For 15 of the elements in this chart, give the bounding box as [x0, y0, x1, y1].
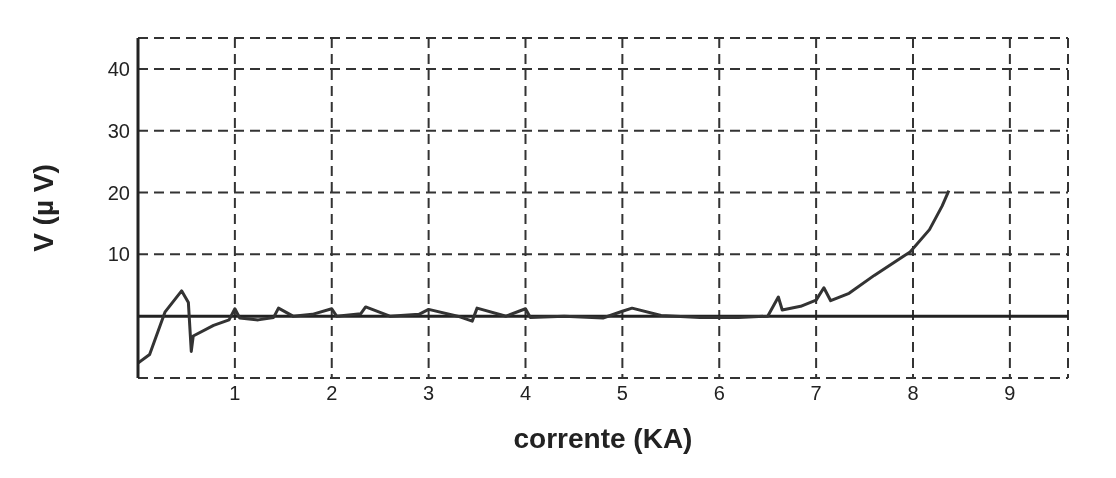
x-tick-label: 1 [229, 382, 241, 405]
x-axis-title: corrente (KA) [513, 423, 693, 454]
y-tick-label: 20 [107, 181, 130, 204]
y-axis-title: V (µ V) [27, 164, 59, 252]
x-tick-label: 5 [616, 382, 628, 405]
x-tick-label: 4 [519, 382, 532, 405]
y-tick-label: 10 [107, 243, 130, 266]
x-tick-label: 2 [326, 382, 338, 405]
x-tick-label: 8 [907, 382, 919, 405]
x-tick-label: 9 [1004, 382, 1016, 405]
x-tick-label: 3 [423, 382, 435, 405]
x-tick-label: 6 [713, 382, 725, 405]
x-tick-label: 7 [810, 382, 822, 405]
y-tick-label: 30 [107, 119, 130, 142]
y-tick-label: 40 [107, 58, 130, 81]
